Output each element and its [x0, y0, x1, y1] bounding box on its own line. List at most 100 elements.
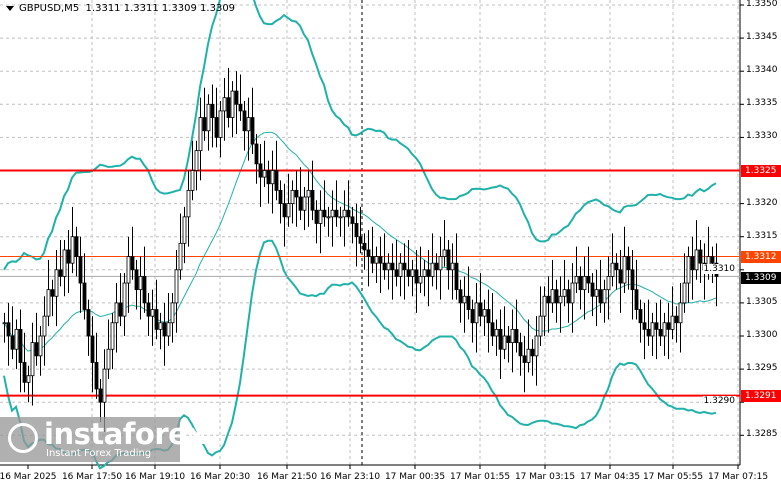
candle-body: [210, 103, 215, 118]
candle-body: [414, 269, 419, 284]
candle-body: [646, 328, 651, 337]
candle-body: [62, 249, 67, 277]
candle-body: [302, 196, 307, 211]
y-tick-label: 1.3315: [746, 230, 778, 241]
candle-body: [530, 348, 535, 357]
candle-body: [518, 342, 523, 357]
x-tick-label: 17 Mar 04:35: [579, 472, 641, 482]
candle-body: [142, 276, 147, 304]
candle-body: [462, 295, 467, 304]
candle-body: [442, 249, 447, 257]
candle-body: [378, 256, 383, 264]
y-tick-label: 1.3285: [746, 429, 778, 440]
ohlc-readout: 1.3311 1.3311 1.3309 1.3309: [85, 3, 236, 14]
candle-body: [190, 170, 195, 191]
candle-body: [562, 289, 567, 297]
candle-body: [146, 302, 151, 317]
candle-body: [130, 256, 135, 271]
y-tick-label: 1.3340: [746, 65, 778, 76]
candle-body: [366, 249, 371, 257]
candle-body: [286, 203, 291, 218]
candle-body: [526, 348, 531, 363]
candle-body: [194, 150, 199, 171]
candle-body: [666, 322, 671, 330]
candle-body: [474, 302, 479, 324]
candle-body: [282, 203, 287, 218]
candle-body: [314, 209, 319, 224]
candle-body: [598, 289, 603, 304]
candle-body: [106, 348, 111, 370]
bollinger-upper-band: [3, 0, 717, 271]
candle-body: [486, 309, 491, 324]
candle-body: [618, 269, 623, 284]
candle-body: [554, 289, 559, 304]
y-tick-label: 1.3300: [746, 330, 778, 340]
candle-body: [698, 249, 703, 264]
candle-body: [650, 322, 655, 337]
candle-body: [70, 236, 75, 264]
candle-body: [622, 256, 627, 284]
watermark-tagline: Instant Forex Trading: [46, 448, 152, 459]
candle-body: [274, 170, 279, 191]
candle-body: [218, 110, 223, 138]
candle-body: [34, 342, 39, 357]
level-tag-1.3291: 1.3291: [741, 389, 781, 402]
candle-body: [214, 117, 219, 138]
last-price-tag: 1.3309: [741, 272, 781, 285]
y-tick-label: 1.3350: [746, 0, 778, 9]
candle-body: [694, 249, 699, 271]
candle-body: [394, 269, 399, 277]
candle-body: [10, 335, 15, 350]
candle-body: [662, 322, 667, 337]
candle-body: [634, 289, 639, 310]
candle-body: [658, 328, 663, 337]
x-tick-label: 17 Mar 00:35: [384, 472, 446, 482]
candle-body: [590, 282, 595, 297]
bid-price-tag: 1.3312: [741, 250, 781, 263]
instaforex-logo-icon: [8, 423, 38, 453]
candle-body: [126, 256, 131, 284]
candle-body: [46, 289, 51, 317]
candle-body: [478, 302, 483, 317]
candle-body: [466, 295, 471, 310]
candle-body: [30, 342, 35, 377]
y-tick-label: 1.3320: [746, 197, 778, 208]
candle-body: [398, 262, 403, 277]
candle-body: [162, 322, 167, 337]
candle-body: [246, 117, 251, 132]
y-tick-label: 1.3330: [746, 131, 778, 142]
candle-body: [66, 249, 71, 264]
candle-body: [710, 256, 715, 264]
candle-body: [118, 302, 123, 317]
candle-body: [566, 289, 571, 304]
candle-body: [494, 328, 499, 337]
candle-body: [154, 309, 159, 330]
candle-body: [574, 276, 579, 284]
candle-body: [674, 315, 679, 324]
candle-body: [266, 170, 271, 185]
candle-body: [250, 117, 255, 145]
x-tick-label: 16 Mar 17:50: [61, 472, 123, 482]
y-tick-label: 1.3305: [746, 296, 778, 307]
candle-body: [626, 256, 631, 271]
x-tick-label: 17 Mar 01:55: [449, 472, 511, 482]
candle-body: [90, 335, 95, 363]
dropdown-triangle-icon[interactable]: [6, 5, 14, 11]
candle-body: [642, 322, 647, 330]
symbol-label: GBPUSD,M5: [19, 3, 80, 14]
candle-body: [454, 262, 459, 291]
candle-body: [690, 256, 695, 271]
candle-body: [94, 362, 99, 390]
candle-body: [402, 262, 407, 271]
x-tick-label: 16 Mar 2025: [0, 472, 57, 482]
y-tick-label: 1.3335: [746, 98, 778, 109]
candle-body: [482, 309, 487, 317]
x-tick-label: 16 Mar 23:10: [319, 472, 381, 482]
candle-body: [614, 262, 619, 271]
candle-body: [54, 269, 59, 297]
candle-body: [374, 256, 379, 264]
candle-body: [470, 309, 475, 324]
candle-body: [134, 269, 139, 291]
